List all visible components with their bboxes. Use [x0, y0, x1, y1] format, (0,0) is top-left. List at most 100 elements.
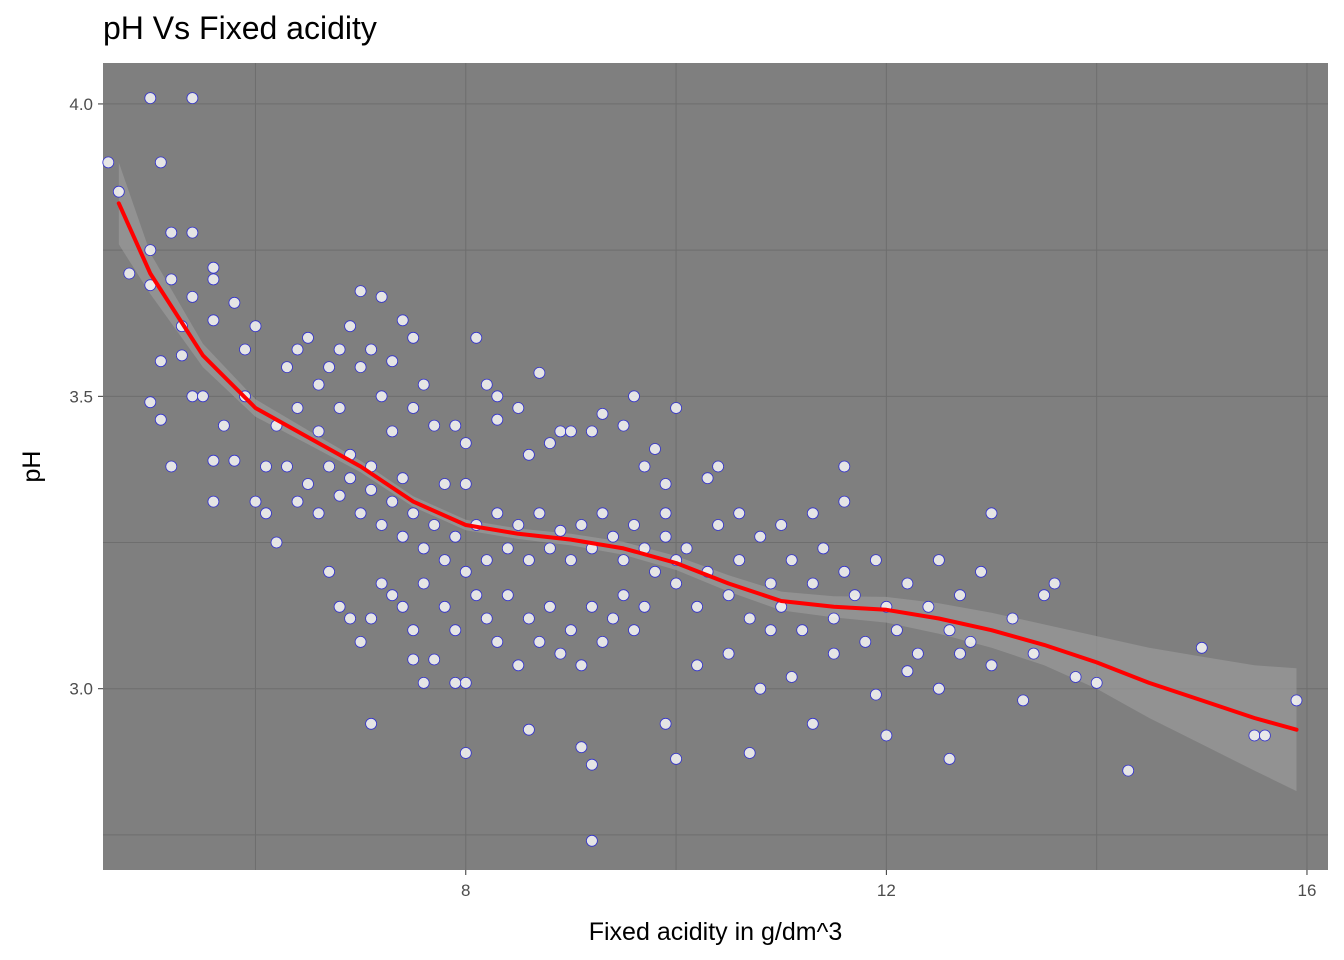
data-point	[386, 495, 399, 508]
data-point	[964, 636, 977, 648]
data-point	[880, 729, 893, 742]
data-point	[196, 390, 209, 403]
data-point	[354, 285, 367, 298]
data-point	[228, 296, 241, 309]
data-point	[586, 758, 598, 771]
data-point	[617, 589, 630, 602]
data-point	[754, 682, 767, 695]
data-point	[712, 460, 724, 473]
data-point	[817, 542, 830, 555]
data-point	[628, 519, 640, 531]
data-point	[396, 530, 409, 543]
data-point	[459, 747, 472, 759]
data-point	[154, 413, 167, 426]
data-point	[775, 519, 788, 531]
data-point	[659, 717, 672, 730]
tick-labels: 8 12 16 3.0 3.5 4.0	[69, 95, 1316, 900]
data-point	[712, 519, 724, 531]
x-tick-label: 8	[461, 881, 470, 900]
data-point	[764, 624, 777, 637]
data-point	[312, 507, 325, 520]
data-point	[207, 314, 220, 327]
data-point	[565, 425, 577, 438]
data-point	[733, 507, 746, 520]
data-point	[838, 495, 851, 508]
data-point	[1248, 729, 1261, 742]
data-point	[354, 507, 367, 520]
data-point	[354, 361, 367, 374]
data-point	[638, 460, 651, 473]
data-point	[533, 366, 546, 379]
data-point	[428, 519, 441, 531]
data-points	[102, 92, 1303, 847]
data-point	[449, 419, 462, 432]
data-point	[1259, 729, 1271, 742]
data-point	[954, 647, 966, 660]
data-point	[491, 636, 504, 648]
data-point	[743, 747, 756, 759]
data-point	[407, 653, 420, 666]
data-point	[691, 600, 703, 613]
data-point	[501, 542, 514, 555]
data-point	[1038, 589, 1050, 602]
data-point	[186, 390, 199, 403]
data-point	[281, 361, 293, 374]
data-point	[417, 577, 430, 590]
data-point	[239, 343, 251, 356]
data-point	[544, 600, 556, 613]
data-point	[586, 425, 598, 438]
data-point	[165, 226, 178, 239]
y-tick-label: 3.0	[69, 680, 93, 699]
data-point	[365, 717, 378, 730]
data-point	[396, 314, 409, 327]
data-point	[323, 361, 336, 374]
data-point	[186, 92, 199, 104]
data-point	[1122, 764, 1135, 777]
data-point	[417, 542, 430, 555]
data-point	[501, 589, 514, 602]
data-point	[523, 554, 535, 566]
data-point	[491, 413, 504, 426]
data-point	[407, 624, 420, 637]
data-point	[586, 600, 598, 613]
data-point	[428, 653, 441, 666]
data-point	[901, 665, 914, 678]
data-point	[848, 589, 861, 602]
data-point	[544, 437, 556, 450]
data-point	[670, 402, 682, 414]
data-point	[123, 267, 136, 280]
data-point	[228, 454, 241, 467]
data-point	[1290, 694, 1303, 707]
data-point	[512, 659, 525, 672]
data-point	[1006, 612, 1019, 625]
data-point	[459, 677, 472, 689]
data-point	[344, 612, 357, 625]
data-point	[438, 600, 451, 613]
data-point	[333, 489, 346, 502]
data-point	[596, 507, 609, 520]
data-point	[165, 460, 178, 473]
data-point	[186, 290, 199, 303]
data-point	[827, 647, 840, 660]
data-point	[470, 331, 483, 344]
data-point	[207, 495, 220, 508]
data-point	[386, 589, 399, 602]
data-point	[102, 156, 115, 169]
data-point	[743, 612, 756, 625]
y-tick-label: 3.5	[69, 387, 93, 406]
x-axis-title: Fixed acidity in g/dm^3	[589, 918, 843, 946]
data-point	[575, 659, 588, 672]
data-point	[491, 507, 504, 520]
data-point	[806, 577, 819, 590]
data-point	[323, 460, 336, 473]
data-point	[375, 390, 388, 403]
data-point	[260, 507, 272, 520]
data-point	[365, 612, 378, 625]
data-point	[806, 507, 819, 520]
data-point	[533, 636, 546, 648]
data-point	[1090, 677, 1103, 689]
data-point	[659, 478, 672, 490]
data-point	[512, 402, 525, 414]
data-point	[333, 343, 346, 356]
data-point	[701, 472, 714, 485]
